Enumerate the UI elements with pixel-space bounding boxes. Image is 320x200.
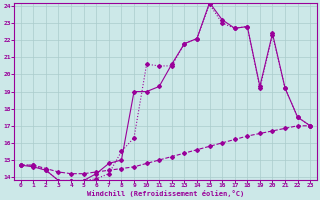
X-axis label: Windchill (Refroidissement éolien,°C): Windchill (Refroidissement éolien,°C) bbox=[87, 190, 244, 197]
